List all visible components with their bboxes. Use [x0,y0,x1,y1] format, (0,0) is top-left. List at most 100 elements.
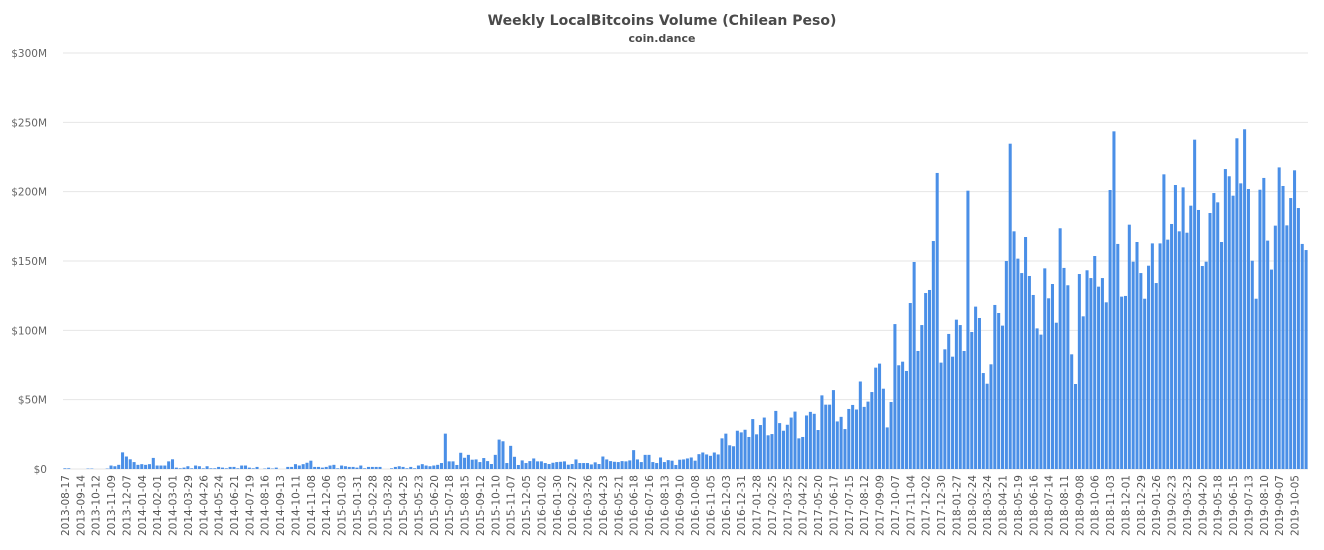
chart-title: Weekly LocalBitcoins Volume (Chilean Pes… [488,13,837,29]
bar [290,466,294,469]
bar [1254,298,1258,469]
bar [405,468,409,469]
bar [1273,225,1277,469]
bar [317,466,321,469]
bar [474,459,478,469]
bar [805,415,809,469]
bar [117,464,121,469]
x-tick-label: 2017-07-15 [844,475,856,536]
x-tick-label: 2019-02-23 [1167,475,1179,536]
x-tick-label: 2019-09-07 [1274,475,1286,536]
bar [63,468,67,469]
bar [324,466,328,469]
bar [155,465,159,469]
bar [359,465,363,469]
x-tick-label: 2016-01-02 [536,475,548,536]
bar [701,452,705,469]
bar [835,421,839,469]
bar [347,466,351,469]
bar [1204,261,1208,469]
bar [870,392,874,469]
bar [1250,260,1254,469]
x-tick-label: 2016-08-13 [659,475,671,536]
bar [178,468,182,469]
bar [651,462,655,469]
x-tick-label: 2018-11-03 [1105,475,1117,536]
bar [1135,242,1139,469]
bar [685,458,689,469]
x-tick-label: 2016-01-30 [552,475,564,536]
x-tick-label: 2019-05-18 [1213,475,1225,536]
bar [351,466,355,469]
bar [939,362,943,469]
bar [1208,213,1212,469]
x-tick-label: 2016-06-18 [629,475,641,536]
x-tick-label: 2014-07-19 [244,475,256,536]
x-tick-label: 2016-09-10 [675,475,687,536]
bar [620,461,624,469]
bar [524,463,528,469]
bar [451,461,455,469]
bar [1020,273,1024,469]
bar [197,466,201,469]
bar [159,465,163,469]
bar [478,462,482,469]
x-tick-label: 2014-05-24 [214,475,226,536]
bar [635,459,639,469]
bar [858,381,862,469]
bar [144,464,148,469]
bar [113,466,117,469]
bar [1077,274,1081,469]
x-tick-label: 2014-01-04 [137,475,149,536]
bar [843,429,847,469]
bar [340,465,344,469]
bar [1139,273,1143,469]
bar [1112,131,1116,469]
bar [1089,278,1093,469]
bar [1127,224,1131,469]
bar [862,406,866,469]
x-tick-label: 2017-10-07 [890,475,902,536]
bar [851,404,855,469]
bar [751,419,755,469]
bar [1300,243,1304,469]
x-tick-label: 2018-10-06 [1090,475,1102,536]
bar [393,466,397,469]
bar [459,452,463,469]
bar [436,464,440,469]
x-tick-label: 2016-12-31 [736,475,748,536]
bar [236,468,240,469]
bar [1024,237,1028,469]
bar [301,464,305,469]
bar [547,464,551,469]
bar [797,438,801,469]
bar [443,433,447,469]
bar [808,411,812,469]
bar [770,434,774,469]
x-tick-label: 2017-01-28 [752,475,764,536]
x-tick-label: 2015-10-10 [490,475,502,536]
x-tick-label: 2014-10-11 [291,475,303,536]
x-tick-label: 2015-03-28 [383,475,395,536]
bar [1054,322,1058,469]
y-axis: $0 $50M $100M $150M $200M $250M $300M [11,48,47,476]
x-axis: 2013-08-17 2013-09-14 2013-10-12 2013-11-09… [60,475,1302,536]
bar [1123,295,1127,469]
bar [1035,328,1039,469]
bar [1043,268,1047,469]
bar [904,370,908,469]
bar [486,461,490,469]
bar [509,445,513,469]
bar [1227,176,1231,469]
bar [801,436,805,469]
bar [532,458,536,469]
x-tick-label: 2014-03-29 [183,475,195,536]
bar [878,363,882,469]
x-tick-label: 2014-03-01 [168,475,180,536]
bar [762,417,766,469]
x-tick-label: 2019-10-05 [1290,475,1302,536]
bar [666,460,670,469]
bar [439,463,444,469]
bar [743,429,747,469]
bar [912,261,916,469]
